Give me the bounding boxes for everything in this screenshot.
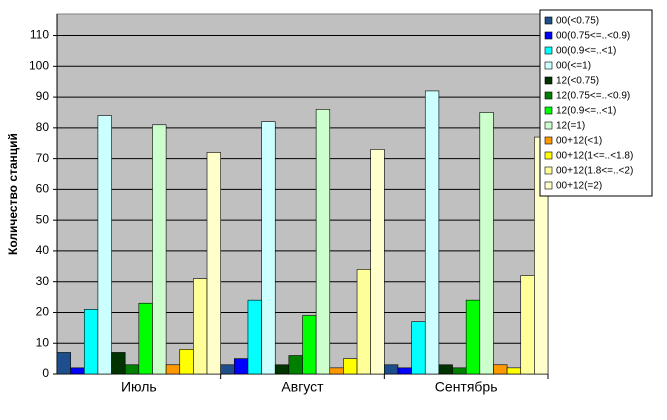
legend-swatch [544, 151, 553, 160]
bar [384, 364, 399, 375]
bar [206, 152, 221, 375]
bar [452, 367, 467, 375]
bar [152, 124, 167, 375]
y-axis-label: Количество станций [6, 133, 20, 255]
y-tick-label: 20 [36, 305, 50, 319]
legend-swatch [544, 31, 553, 40]
bar [370, 149, 385, 375]
bar [247, 299, 262, 375]
x-tick-label: Август [281, 379, 324, 395]
legend-swatch [544, 136, 553, 145]
bar [302, 315, 317, 375]
legend-swatch [544, 91, 553, 100]
bar [424, 90, 440, 375]
y-tick-label: 90 [36, 89, 50, 103]
legend-label: 00+12(=2) [556, 181, 602, 192]
bar [97, 115, 112, 375]
legend-label: 00(<=1) [556, 61, 591, 72]
bar [356, 269, 371, 375]
legend-box [539, 9, 653, 197]
bar [220, 364, 235, 375]
y-tick-label: 100 [29, 58, 49, 72]
bar [234, 358, 249, 375]
x-tick-label: Июль [121, 379, 157, 395]
legend-label: 12(0.75<=..<0.9) [556, 91, 630, 102]
legend-swatch [544, 181, 553, 190]
y-tick-label: 50 [36, 212, 50, 226]
bar [124, 364, 140, 375]
y-tick-label: 30 [36, 274, 50, 288]
bar [288, 355, 303, 375]
y-tick-label: 110 [30, 28, 49, 42]
bar [56, 352, 71, 375]
bar [138, 302, 153, 375]
bar [70, 367, 85, 375]
legend-label: 12(0.9<=..<1) [556, 106, 616, 117]
y-tick-label: 70 [36, 151, 50, 165]
legend-swatch [544, 121, 553, 130]
legend-swatch [544, 46, 553, 55]
bar [506, 367, 522, 375]
bar [165, 364, 181, 375]
bar [179, 349, 194, 375]
y-tick-label: 40 [36, 243, 50, 257]
legend-label: 00+12(1.8<=..<2) [556, 166, 633, 177]
bar [83, 309, 99, 375]
legend-swatch [544, 61, 553, 70]
y-tick-label: 10 [36, 335, 50, 349]
y-tick-label: 0 [42, 366, 49, 380]
bar [193, 278, 208, 375]
bar [438, 364, 453, 375]
bar [479, 112, 494, 375]
bar [261, 121, 276, 375]
legend-swatch [544, 76, 553, 85]
bar [315, 109, 331, 375]
legend-swatch [544, 16, 553, 25]
legend-label: 12(<0.75) [556, 76, 599, 87]
bar [343, 358, 358, 375]
bar [111, 352, 126, 375]
bar [520, 275, 535, 375]
legend-label: 00(<0.75) [556, 16, 599, 27]
legend-label: 00+12(<1) [556, 136, 602, 147]
bar [274, 364, 290, 375]
bar [411, 321, 426, 375]
bar [329, 367, 344, 375]
legend-label: 12(=1) [556, 121, 585, 132]
legend: 00(<0.75) 00(0.75<=..<0.9) 00(0.9<=..<1) 00… [539, 9, 653, 197]
legend-swatch [544, 106, 553, 115]
y-tick-label: 60 [36, 182, 50, 196]
legend-label: 00(0.75<=..<0.9) [556, 31, 630, 42]
legend-label: 00+12(1<=..<1.8) [556, 151, 633, 162]
bar [493, 364, 508, 375]
legend-label: 00(0.9<=..<1) [556, 46, 616, 57]
x-tick-label: Сентябрь [435, 379, 498, 395]
bar [465, 299, 481, 375]
y-tick-label: 80 [36, 120, 50, 134]
legend-swatch [544, 166, 553, 175]
bar [397, 367, 412, 375]
